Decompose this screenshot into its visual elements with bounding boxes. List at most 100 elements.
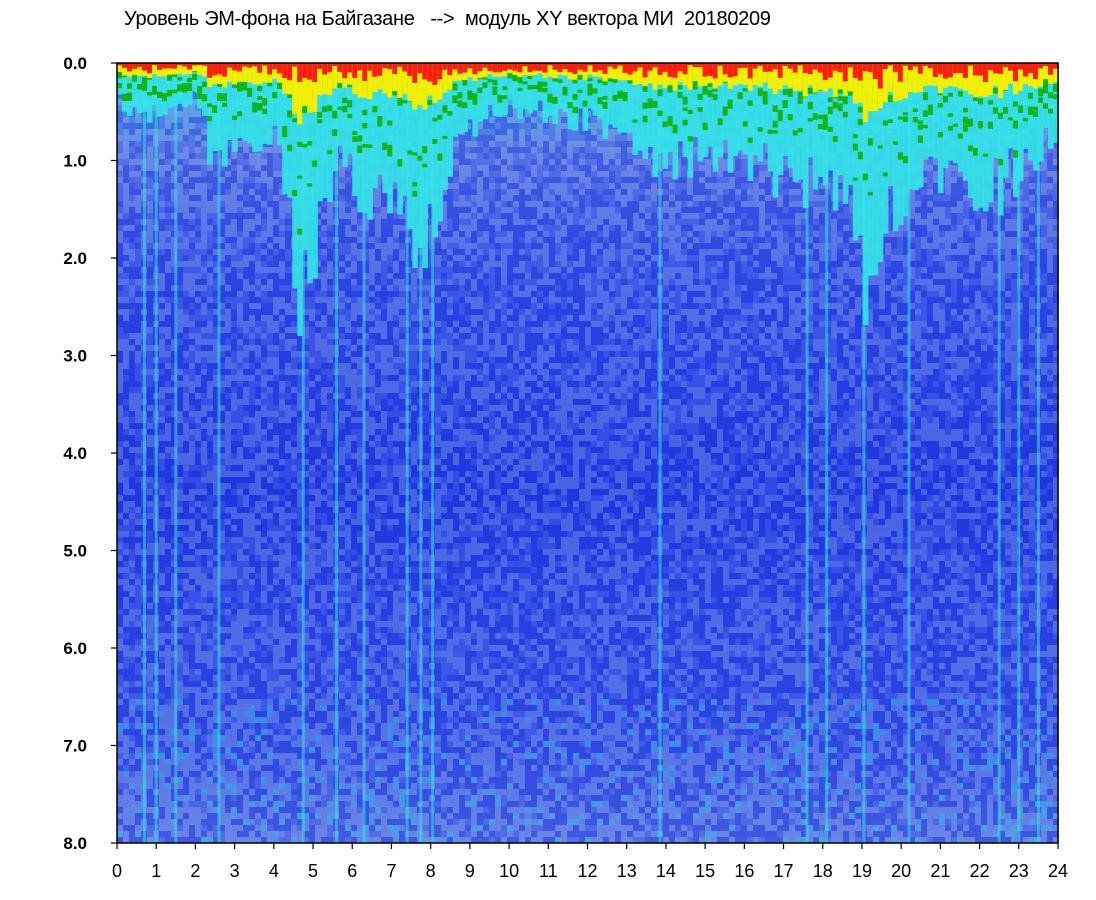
heatmap-cell bbox=[807, 189, 813, 195]
heatmap-cell bbox=[633, 237, 639, 243]
heatmap-cell bbox=[1041, 207, 1047, 213]
heatmap-cell bbox=[381, 213, 387, 219]
heatmap-cell bbox=[729, 225, 735, 231]
heatmap-cell bbox=[465, 177, 471, 183]
heatmap-cell bbox=[177, 135, 183, 141]
heatmap-cell bbox=[1011, 195, 1017, 201]
heatmap-cell bbox=[663, 231, 669, 237]
heatmap-cell bbox=[621, 249, 627, 255]
heatmap-cell bbox=[753, 171, 759, 177]
heatmap-cell bbox=[483, 207, 489, 213]
heatmap-cell bbox=[477, 195, 483, 201]
heatmap-cell bbox=[459, 207, 465, 213]
heatmap-cell bbox=[339, 165, 345, 171]
heatmap-cell bbox=[933, 171, 939, 177]
heatmap-cell bbox=[579, 249, 585, 255]
heatmap-cell bbox=[615, 147, 621, 153]
heatmap-cell bbox=[1053, 237, 1059, 243]
heatmap-cell bbox=[771, 225, 777, 231]
heatmap-cell bbox=[771, 213, 777, 219]
heatmap-cell bbox=[921, 177, 927, 183]
heatmap-cell bbox=[999, 225, 1005, 231]
heatmap-cell bbox=[615, 207, 621, 213]
heatmap-cell bbox=[663, 249, 669, 255]
heatmap-cell bbox=[129, 141, 135, 147]
heatmap-cell bbox=[183, 135, 189, 141]
heatmap-cell bbox=[645, 195, 651, 201]
heatmap-cell bbox=[351, 213, 357, 219]
heatmap-cell bbox=[729, 207, 735, 213]
heatmap-cell bbox=[123, 111, 129, 117]
heatmap-cell bbox=[1005, 207, 1011, 213]
heatmap-cell bbox=[717, 171, 723, 177]
heatmap-cell bbox=[555, 219, 561, 225]
heatmap-cell bbox=[177, 219, 183, 225]
heatmap-cell bbox=[453, 195, 459, 201]
heatmap-cell bbox=[165, 171, 171, 177]
heatmap-cell bbox=[795, 201, 801, 207]
heatmap-cell bbox=[435, 231, 441, 237]
heatmap-cell bbox=[339, 249, 345, 255]
heatmap-cell bbox=[921, 231, 927, 237]
heatmap-cell bbox=[129, 177, 135, 183]
heatmap-cell bbox=[1053, 231, 1059, 237]
heatmap-cell bbox=[741, 159, 747, 165]
heatmap-cell bbox=[171, 141, 177, 147]
heatmap-cell bbox=[561, 183, 567, 189]
heatmap-cell bbox=[717, 183, 723, 189]
heatmap-cell bbox=[183, 117, 189, 123]
heatmap-cell bbox=[525, 201, 531, 207]
heatmap-cell bbox=[195, 117, 201, 123]
heatmap-cell bbox=[969, 219, 975, 225]
heatmap-cell bbox=[531, 117, 537, 123]
heatmap-cell bbox=[477, 141, 483, 147]
heatmap-cell bbox=[1023, 189, 1029, 195]
heatmap-cell bbox=[699, 243, 705, 249]
heatmap-cell bbox=[345, 243, 351, 249]
heatmap-cell bbox=[651, 231, 657, 237]
heatmap-cell bbox=[165, 147, 171, 153]
heatmap-cell bbox=[573, 153, 579, 159]
heatmap-cell bbox=[909, 225, 915, 231]
heatmap-cell bbox=[519, 249, 525, 255]
heatmap-cell bbox=[159, 123, 165, 129]
heatmap-cell bbox=[555, 123, 561, 129]
heatmap-cell bbox=[717, 207, 723, 213]
heatmap-cell bbox=[651, 189, 657, 195]
heatmap-cell bbox=[189, 249, 195, 255]
heatmap-cell bbox=[129, 123, 135, 129]
heatmap-cell bbox=[681, 225, 687, 231]
heatmap-cell bbox=[261, 207, 267, 213]
heatmap-cell bbox=[585, 249, 591, 255]
heatmap-cell bbox=[777, 225, 783, 231]
heatmap-cell bbox=[267, 237, 273, 243]
heatmap-cell bbox=[525, 177, 531, 183]
heatmap-cell bbox=[513, 195, 519, 201]
heatmap-cell bbox=[795, 231, 801, 237]
heatmap-cell bbox=[135, 189, 141, 195]
heatmap-cell bbox=[495, 207, 501, 213]
heatmap-cell bbox=[741, 195, 747, 201]
heatmap-cell bbox=[255, 177, 261, 183]
heatmap-cell bbox=[579, 189, 585, 195]
heatmap-cell bbox=[1053, 201, 1059, 207]
heatmap-cell bbox=[549, 147, 555, 153]
heatmap-cell bbox=[831, 225, 837, 231]
heatmap-cell bbox=[393, 237, 399, 243]
heatmap-cell bbox=[609, 207, 615, 213]
heatmap-cell bbox=[747, 201, 753, 207]
heatmap-cell bbox=[489, 117, 495, 123]
heatmap-cell bbox=[375, 201, 381, 207]
heatmap-cell bbox=[681, 201, 687, 207]
heatmap-cell bbox=[171, 207, 177, 213]
heatmap-cell bbox=[927, 201, 933, 207]
heatmap-cell bbox=[831, 249, 837, 255]
heatmap-cell bbox=[243, 141, 249, 147]
heatmap-cell bbox=[483, 213, 489, 219]
heatmap-cell bbox=[477, 243, 483, 249]
heatmap-cell bbox=[231, 213, 237, 219]
heatmap-cell bbox=[573, 237, 579, 243]
heatmap-cell bbox=[183, 237, 189, 243]
heatmap-cell bbox=[723, 243, 729, 249]
heatmap-cell bbox=[513, 141, 519, 147]
